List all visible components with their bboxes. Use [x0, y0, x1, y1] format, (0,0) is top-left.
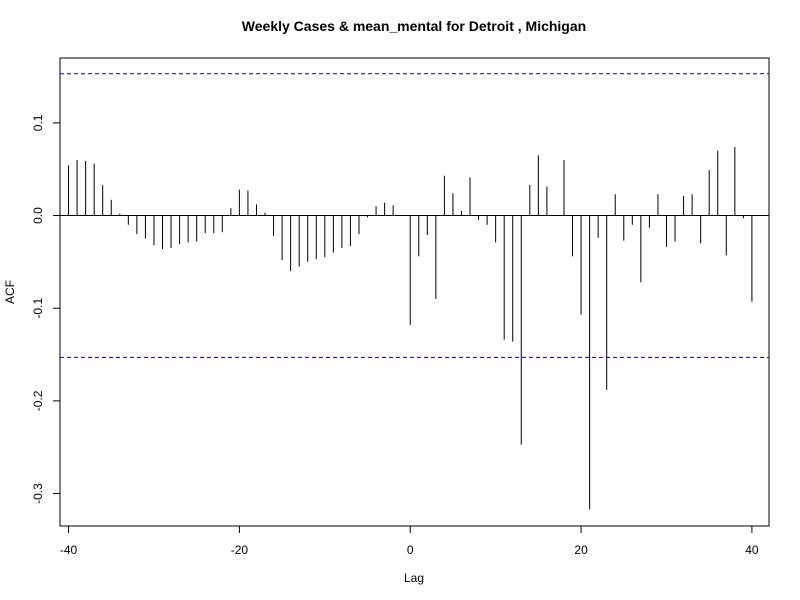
y-tick-label: -0.2: [31, 390, 45, 411]
acf-spikes: [68, 146, 753, 510]
y-tick-label: -0.1: [31, 298, 45, 319]
x-axis-label: Lag: [404, 571, 424, 585]
plot-frame: [59, 57, 770, 527]
y-tick-label: -0.3: [31, 483, 45, 504]
y-axis-label: ACF: [3, 280, 17, 304]
chart-title: Weekly Cases & mean_mental for Detroit ,…: [242, 18, 586, 34]
x-tick-label: 20: [574, 543, 588, 557]
x-tick-label: -20: [231, 543, 249, 557]
y-axis: -0.3 -0.2 -0.1 0.0 0.1: [31, 114, 61, 504]
x-axis: -40 -20 0 20 40: [60, 525, 759, 557]
confidence-bounds: [60, 73, 769, 358]
y-tick-label: 0.0: [31, 207, 45, 224]
x-tick-label: 40: [745, 543, 759, 557]
y-tick-label: 0.1: [31, 114, 45, 131]
x-tick-label: -40: [60, 543, 78, 557]
x-tick-label: 0: [407, 543, 414, 557]
